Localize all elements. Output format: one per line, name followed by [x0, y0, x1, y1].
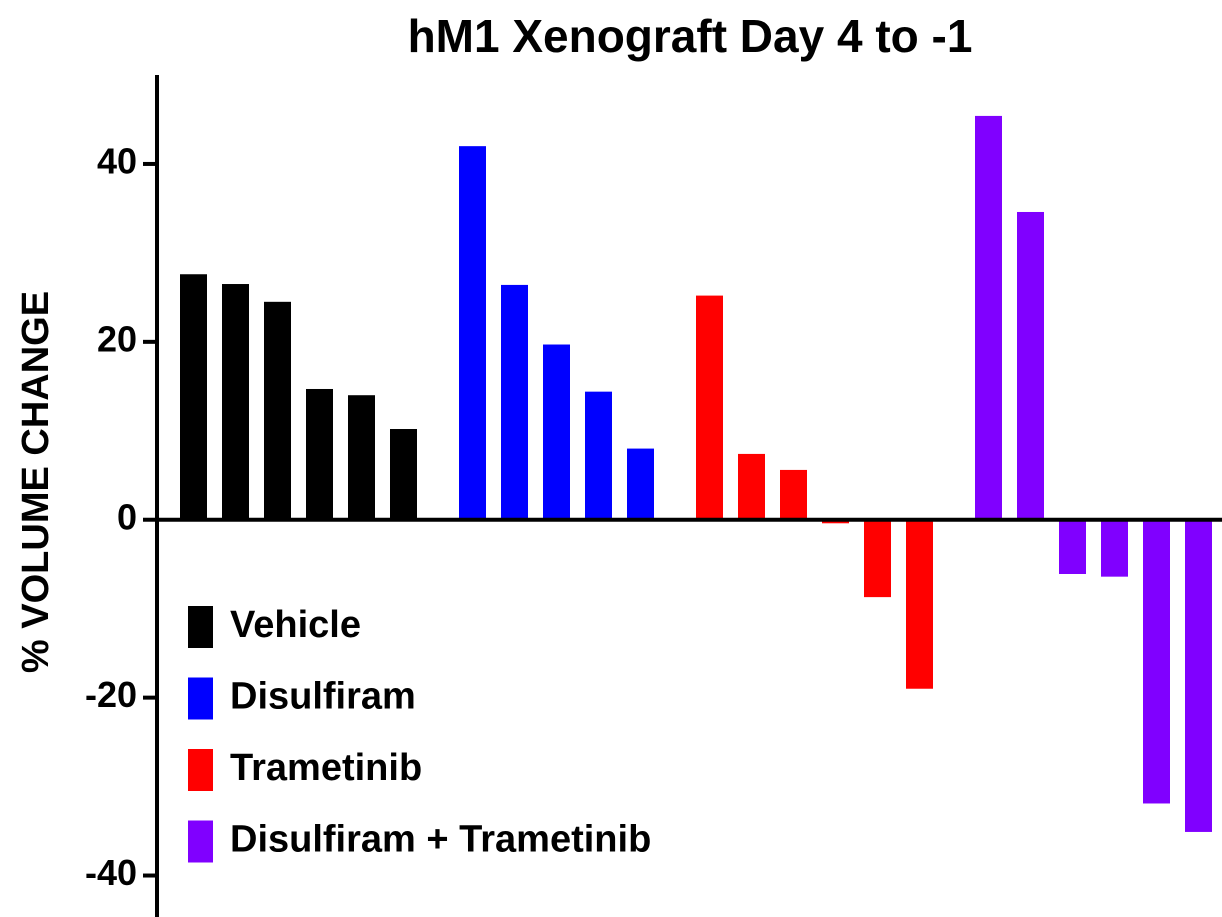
bar [222, 284, 249, 520]
bar [1185, 519, 1212, 832]
legend-label: Trametinib [230, 747, 422, 789]
bar [306, 388, 333, 520]
y-tick-label: 40 [97, 140, 137, 181]
bar [264, 301, 291, 520]
bar [627, 448, 654, 520]
bar [390, 429, 417, 520]
bar [501, 284, 528, 520]
bar [696, 295, 723, 520]
y-tick-label: 0 [117, 496, 137, 537]
bar [738, 453, 765, 520]
legend-swatch [188, 677, 213, 720]
bar [906, 519, 933, 689]
legend-label: Disulfiram [230, 676, 416, 718]
bar [180, 274, 207, 520]
y-tick-label: -40 [85, 852, 137, 893]
bar [459, 146, 486, 520]
bar [864, 519, 891, 598]
bar [1017, 211, 1044, 520]
legend-swatch [188, 606, 213, 648]
chart-title: hM1 Xenograft Day 4 to -1 [408, 10, 973, 62]
legend-label: Disulfiram + Trametinib [230, 819, 651, 861]
bar [1143, 519, 1170, 804]
legend-label: Vehicle [230, 604, 361, 646]
bar [1101, 519, 1128, 577]
bar [543, 344, 570, 520]
bar [1059, 519, 1086, 574]
bar [348, 395, 375, 520]
bar [585, 391, 612, 520]
legend-swatch [188, 820, 213, 863]
y-axis-label: % VOLUME CHANGE [15, 291, 57, 673]
bar [780, 469, 807, 520]
legend-swatch [188, 749, 213, 791]
y-tick-label: -20 [85, 674, 137, 715]
y-tick-label: 20 [97, 318, 137, 359]
bar [975, 115, 1002, 520]
